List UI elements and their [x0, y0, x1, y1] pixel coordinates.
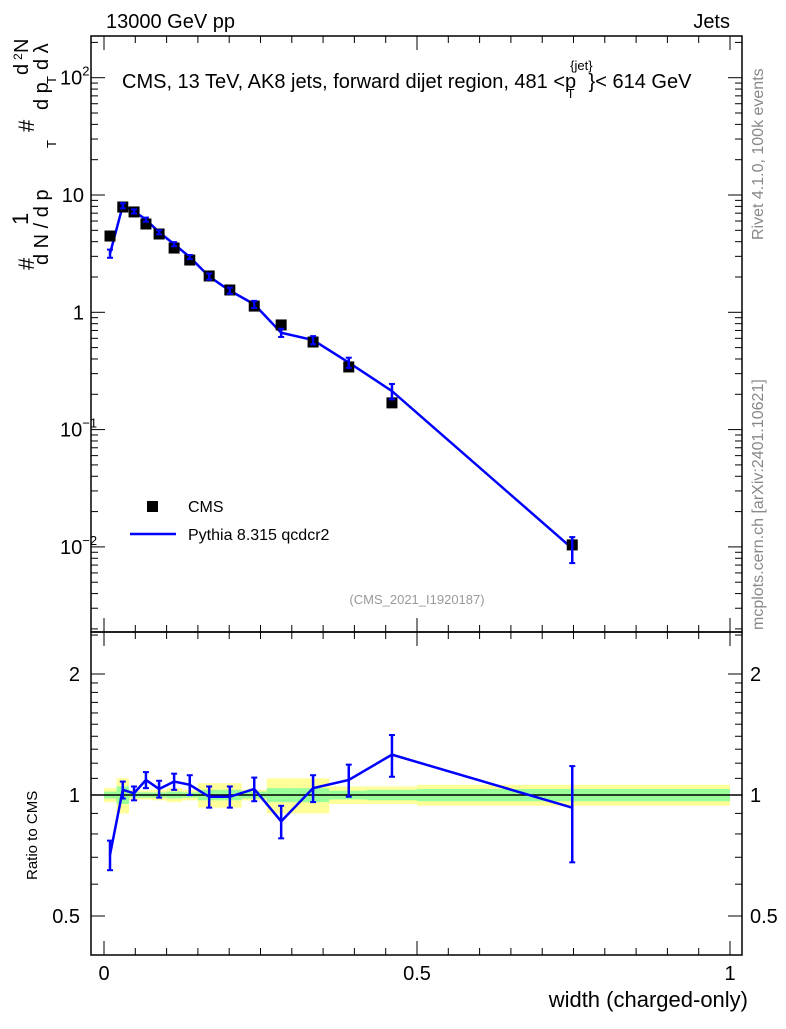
ratio-y-tick-label-right: 2	[750, 664, 761, 686]
legend-marker-cms	[147, 501, 158, 512]
svg-text:d N / d p: d N / d p	[31, 189, 53, 265]
svg-text:2: 2	[11, 53, 25, 60]
ratio-y-tick-label-right: 0.5	[750, 906, 778, 928]
ratio-y-tick-label: 2	[69, 664, 80, 686]
ratio-uncertainty-bands	[104, 778, 730, 814]
legend-label-pythia: Pythia 8.315 qcdcr2	[188, 527, 330, 544]
data-marks	[104, 201, 578, 872]
svg-text:N: N	[11, 39, 33, 53]
header-category: Jets	[693, 11, 730, 33]
svg-text:d: d	[11, 64, 33, 75]
analysis-annotation: (CMS_2021_I1920187)	[349, 592, 484, 607]
x-tick-label: 0.5	[403, 963, 431, 985]
cms-point	[104, 230, 116, 242]
legend: CMS Pythia 8.315 qcdcr2	[130, 499, 330, 544]
svg-text:#: #	[14, 257, 39, 270]
svg-text:#: #	[14, 119, 39, 132]
side-mcplots-info: mcplots.cern.ch [arXiv:2401.10621]	[750, 379, 767, 630]
x-tick-label: 0	[98, 963, 109, 985]
cms-point	[168, 242, 180, 254]
svg-text:d λ: d λ	[31, 43, 53, 70]
ratio-y-tick-label: 1	[69, 785, 80, 807]
y-tick-label: 10−1	[60, 416, 97, 442]
ratio-y-tick-label-right: 1	[750, 785, 761, 807]
y-axis-label-main: # 1 d N / d p T # d p T d 2 N d λ	[8, 39, 59, 270]
cms-point	[386, 397, 398, 409]
ratio-y-tick-label: 0.5	[52, 906, 80, 928]
legend-label-cms: CMS	[188, 499, 224, 516]
x-tick-label: 1	[724, 963, 735, 985]
svg-text:d p: d p	[31, 82, 53, 110]
y-tick-label: 102	[60, 64, 89, 90]
svg-text:1: 1	[8, 213, 33, 225]
cms-point	[275, 319, 287, 331]
x-axis-label: width (charged-only)	[548, 987, 748, 1012]
y-tick-label: 1	[73, 302, 84, 324]
ratio-y-axis-label: Ratio to CMS	[24, 791, 41, 880]
side-rivet-info: Rivet 4.1.0, 100k events	[750, 68, 767, 240]
svg-text:T: T	[44, 76, 59, 84]
header-process: 13000 GeV pp	[106, 11, 235, 33]
cms-point	[140, 218, 152, 230]
chart-title: CMS, 13 TeV, AK8 jets, forward dijet reg…	[122, 58, 692, 101]
svg-text:T: T	[44, 140, 59, 148]
y-tick-label: 10	[62, 185, 84, 207]
pythia-line	[108, 203, 574, 550]
